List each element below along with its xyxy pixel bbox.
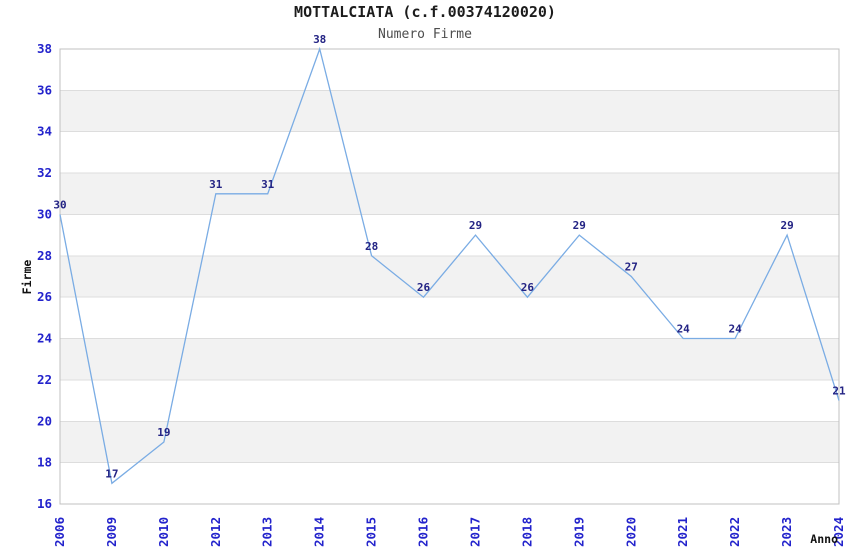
y-tick-label: 32 [37, 165, 52, 180]
x-axis-title: Anno [810, 532, 838, 546]
x-tick-label: 2017 [468, 517, 483, 547]
y-tick-label: 16 [37, 496, 52, 511]
point-label: 31 [261, 178, 275, 191]
x-tick-label: 2014 [312, 517, 327, 547]
point-label: 21 [832, 385, 846, 398]
x-tick-label: 2013 [260, 517, 275, 547]
point-label: 29 [780, 219, 793, 232]
x-tick-label: 2015 [364, 517, 379, 547]
grid-band [60, 421, 839, 463]
point-label: 24 [728, 323, 742, 336]
point-label: 19 [157, 426, 170, 439]
y-tick-label: 28 [37, 248, 52, 263]
point-label: 26 [521, 281, 535, 294]
x-tick-label: 2020 [623, 517, 638, 547]
grid-band [60, 173, 839, 215]
point-label: 29 [469, 219, 482, 232]
x-tick-label: 2022 [727, 517, 742, 547]
x-tick-label: 2024 [831, 517, 846, 547]
x-tick-label: 2010 [156, 517, 171, 547]
grid-band [60, 90, 839, 132]
grid-band [60, 338, 839, 380]
plot-border [59, 48, 840, 505]
x-tick-label: 2006 [52, 517, 67, 547]
y-tick-label: 36 [37, 82, 52, 97]
y-tick-label: 26 [37, 289, 52, 304]
point-label: 17 [105, 467, 118, 480]
x-tick-label: 2019 [571, 517, 586, 547]
x-tick-label: 2018 [519, 517, 534, 547]
x-tick-label: 2021 [675, 517, 690, 547]
y-tick-label: 20 [37, 413, 52, 428]
y-tick-label: 30 [37, 207, 52, 222]
data-line [59, 46, 840, 485]
y-tick-label: 34 [37, 124, 52, 139]
point-label: 24 [677, 323, 691, 336]
y-tick-label: 38 [37, 41, 52, 56]
x-tick-label: 2012 [208, 517, 223, 547]
x-tick-label: 2009 [104, 517, 119, 547]
chart-title: MOTTALCIATA (c.f.00374120020) [294, 3, 556, 21]
grid-band [60, 255, 839, 298]
y-tick-label: 22 [37, 372, 52, 387]
point-label: 38 [313, 33, 326, 46]
y-axis-title: Firme [20, 260, 34, 295]
x-tick-label: 2016 [416, 517, 431, 547]
y-tick-label: 18 [37, 455, 52, 470]
point-label: 26 [417, 281, 431, 294]
y-tick-label: 24 [37, 331, 52, 346]
x-tick-label: 2023 [779, 517, 794, 547]
point-label: 30 [53, 199, 66, 212]
point-label: 28 [365, 240, 378, 253]
chart-subtitle: Numero Firme [378, 27, 472, 42]
point-label: 29 [573, 219, 586, 232]
point-label: 31 [209, 178, 223, 191]
point-label: 27 [625, 261, 638, 274]
